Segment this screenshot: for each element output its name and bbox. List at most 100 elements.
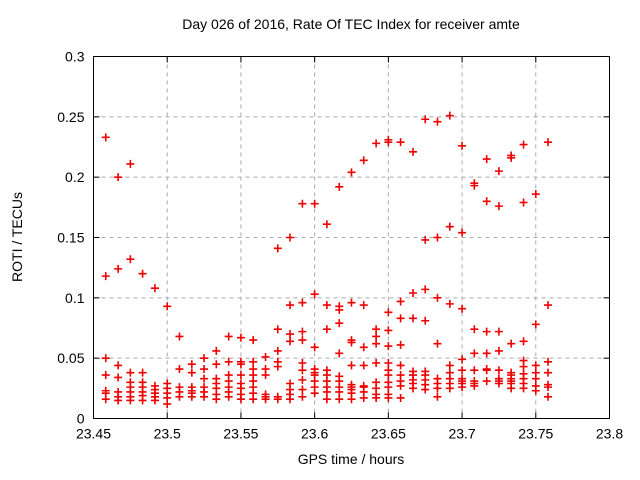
data-point bbox=[421, 115, 430, 124]
data-point bbox=[224, 332, 233, 341]
data-point bbox=[470, 381, 479, 390]
data-point bbox=[359, 156, 368, 165]
data-point bbox=[445, 361, 454, 370]
y-tick-label: 0.05 bbox=[57, 350, 84, 366]
data-point bbox=[163, 302, 172, 311]
data-point bbox=[359, 343, 368, 352]
data-point bbox=[298, 336, 307, 345]
data-point bbox=[187, 392, 196, 401]
x-tick-label: 23.45 bbox=[76, 426, 111, 442]
data-point bbox=[384, 138, 393, 147]
data-point bbox=[482, 377, 491, 386]
data-point bbox=[347, 168, 356, 177]
x-tick-label: 23.65 bbox=[371, 426, 406, 442]
data-point bbox=[126, 396, 135, 405]
data-point bbox=[273, 395, 282, 404]
data-point bbox=[470, 325, 479, 334]
data-point bbox=[544, 357, 553, 366]
data-point bbox=[138, 269, 147, 278]
y-tick-label: 0.2 bbox=[65, 169, 85, 185]
data-point bbox=[236, 333, 245, 342]
y-tick-label: 0.15 bbox=[57, 230, 84, 246]
data-point bbox=[101, 371, 110, 380]
data-point bbox=[519, 337, 528, 346]
data-point bbox=[335, 349, 344, 358]
data-point bbox=[494, 346, 503, 355]
data-point bbox=[175, 365, 184, 374]
data-point bbox=[384, 383, 393, 392]
data-point bbox=[335, 319, 344, 328]
data-point bbox=[347, 361, 356, 370]
data-point bbox=[249, 395, 258, 404]
data-point bbox=[200, 392, 209, 401]
data-point bbox=[544, 392, 553, 401]
data-point bbox=[470, 181, 479, 190]
data-point bbox=[396, 138, 405, 147]
data-point bbox=[175, 392, 184, 401]
data-point bbox=[224, 357, 233, 366]
data-point bbox=[212, 346, 221, 355]
data-point bbox=[335, 395, 344, 404]
data-point bbox=[531, 190, 540, 199]
data-point bbox=[507, 153, 516, 162]
data-point bbox=[322, 325, 331, 334]
data-point bbox=[150, 396, 159, 405]
data-point bbox=[101, 272, 110, 281]
data-point bbox=[310, 389, 319, 398]
data-point bbox=[531, 361, 540, 370]
data-point bbox=[433, 384, 442, 393]
data-point bbox=[531, 320, 540, 329]
data-point bbox=[359, 361, 368, 370]
data-point bbox=[507, 339, 516, 348]
data-point bbox=[494, 167, 503, 176]
data-point bbox=[445, 111, 454, 120]
data-point bbox=[421, 285, 430, 294]
data-point bbox=[359, 393, 368, 402]
data-point bbox=[114, 373, 123, 382]
data-point bbox=[458, 366, 467, 375]
data-point bbox=[163, 400, 172, 409]
data-point bbox=[458, 383, 467, 392]
data-point bbox=[544, 368, 553, 377]
data-point bbox=[138, 368, 147, 377]
data-point bbox=[458, 141, 467, 150]
data-point bbox=[433, 392, 442, 401]
data-point bbox=[372, 393, 381, 402]
data-point bbox=[494, 202, 503, 211]
data-point bbox=[335, 182, 344, 191]
data-point bbox=[458, 228, 467, 237]
data-point bbox=[322, 301, 331, 310]
data-point bbox=[310, 199, 319, 208]
y-tick-labels: 0 0.05 0.1 0.15 0.2 0.25 0.3 bbox=[57, 49, 84, 427]
data-point bbox=[445, 222, 454, 231]
data-point bbox=[322, 395, 331, 404]
data-point bbox=[335, 305, 344, 314]
data-point bbox=[372, 358, 381, 367]
data-point bbox=[482, 197, 491, 206]
axis-tick-marks bbox=[93, 56, 610, 419]
data-point bbox=[482, 155, 491, 164]
data-point bbox=[261, 371, 270, 380]
data-point bbox=[458, 304, 467, 313]
data-point bbox=[236, 360, 245, 369]
data-point bbox=[433, 339, 442, 348]
data-point bbox=[187, 360, 196, 369]
data-point bbox=[249, 336, 258, 345]
data-point bbox=[273, 244, 282, 253]
data-point bbox=[372, 139, 381, 148]
data-point bbox=[445, 299, 454, 308]
data-point bbox=[372, 339, 381, 348]
data-point bbox=[384, 358, 393, 367]
data-point bbox=[372, 325, 381, 334]
data-point bbox=[101, 354, 110, 363]
data-point bbox=[187, 368, 196, 377]
data-point bbox=[298, 392, 307, 401]
y-tick-label: 0 bbox=[77, 411, 85, 427]
data-point bbox=[384, 393, 393, 402]
data-point bbox=[114, 173, 123, 182]
data-point bbox=[126, 159, 135, 168]
data-point bbox=[335, 387, 344, 396]
data-point bbox=[347, 338, 356, 347]
